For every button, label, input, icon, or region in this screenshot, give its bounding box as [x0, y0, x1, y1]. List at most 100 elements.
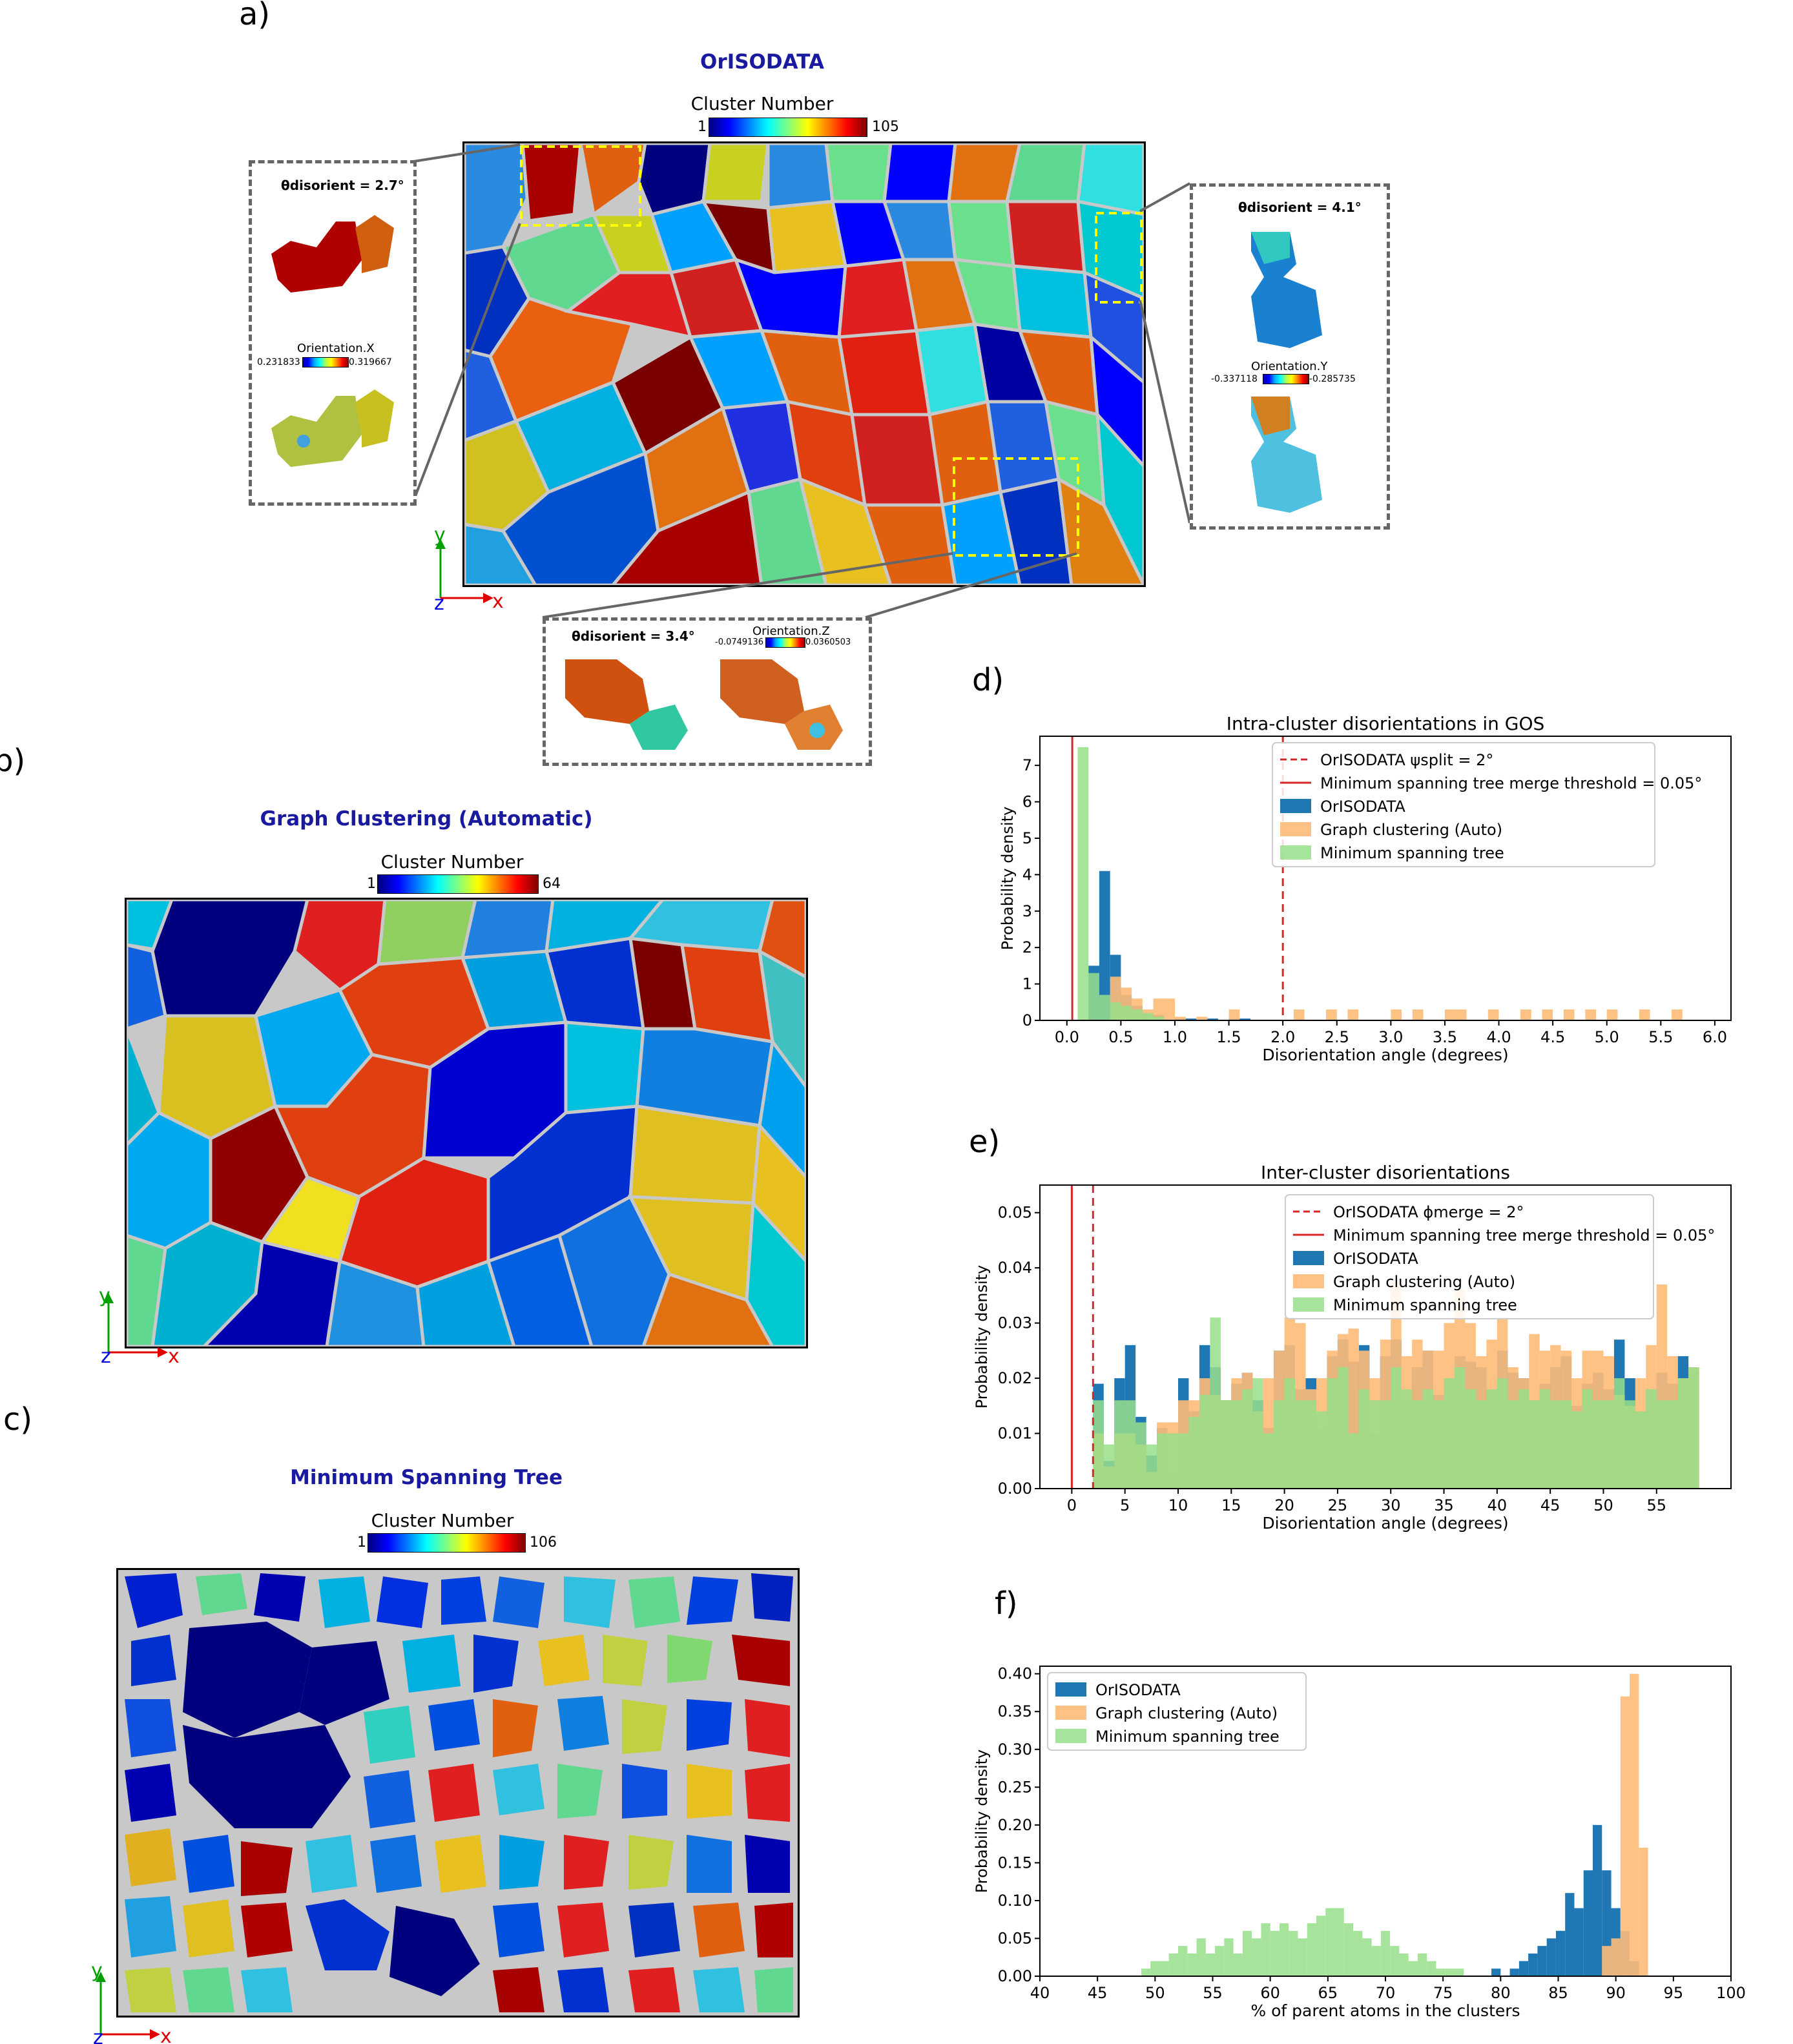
inset-bottom-orientation-map — [720, 659, 843, 750]
inset-left-theta: θdisorient = 2.7° — [281, 178, 404, 193]
bar-minimum-spanning-tree — [1135, 1422, 1146, 1489]
y-tick-label: 1 — [1022, 975, 1032, 993]
bar-minimum-spanning-tree — [1241, 1389, 1253, 1489]
bar-minimum-spanning-tree — [1088, 973, 1099, 1020]
legend-label: OrISODATA — [1095, 1681, 1181, 1699]
bar-minimum-spanning-tree — [1529, 1400, 1540, 1489]
y-axis-label: Probability density — [973, 1265, 991, 1409]
bar-orisodata — [1491, 1968, 1501, 1976]
y-tick-label: 0.04 — [998, 1259, 1032, 1277]
bar-orisodata — [1099, 871, 1110, 1020]
inset-left-colorbar — [302, 357, 349, 367]
bar-minimum-spanning-tree — [1205, 1953, 1216, 1976]
y-tick-label: 2 — [1022, 938, 1032, 956]
x-tick-label: 1.5 — [1216, 1028, 1241, 1046]
legend-patch-swatch — [1280, 845, 1311, 860]
bar-minimum-spanning-tree — [1132, 1009, 1143, 1020]
x-tick-label: 0.0 — [1055, 1028, 1079, 1046]
bar-minimum-spanning-tree — [1436, 1968, 1446, 1976]
inset-right-theta: θdisorient = 4.1° — [1238, 200, 1362, 215]
bar-graph-clustering-auto- — [1639, 1847, 1648, 1976]
bar-minimum-spanning-tree — [1399, 1953, 1409, 1976]
bar-minimum-spanning-tree — [1380, 1930, 1391, 1976]
bar-graph-clustering-auto- — [1602, 1946, 1612, 1976]
x-tick-label: 20 — [1274, 1496, 1294, 1514]
legend-label: Graph clustering (Auto) — [1320, 821, 1502, 839]
bar-minimum-spanning-tree — [1103, 1444, 1115, 1489]
bar-minimum-spanning-tree — [1099, 995, 1110, 1020]
bar-minimum-spanning-tree — [1187, 1953, 1197, 1976]
bar-minimum-spanning-tree — [1316, 1411, 1327, 1489]
bar-graph-clustering-auto- — [1455, 1009, 1467, 1020]
bar-minimum-spanning-tree — [1508, 1400, 1518, 1489]
bar-minimum-spanning-tree — [1371, 1946, 1381, 1976]
legend-label: Graph clustering (Auto) — [1333, 1273, 1515, 1291]
bar-minimum-spanning-tree — [1196, 1938, 1206, 1976]
x-tick-label: 95 — [1664, 1984, 1684, 2002]
bar-minimum-spanning-tree — [1656, 1400, 1668, 1489]
bar-minimum-spanning-tree — [1231, 1400, 1242, 1489]
bar-minimum-spanning-tree — [1337, 1367, 1349, 1489]
legend-label: OrISODATA — [1333, 1250, 1418, 1268]
bar-graph-clustering-auto- — [1672, 1009, 1683, 1020]
bar-minimum-spanning-tree — [1284, 1378, 1296, 1489]
legend-patch-swatch — [1055, 1729, 1086, 1743]
axes-triad-b: y z x — [99, 1285, 180, 1365]
x-tick-label: 30 — [1381, 1496, 1401, 1514]
triad-c-x: x — [160, 2025, 172, 2044]
bar-minimum-spanning-tree — [1417, 1953, 1427, 1976]
inset-right-orient-label: Orientation.Y — [1251, 360, 1328, 373]
chart-parent-atoms: 40 45 50 55 60 65 70 75 80 85 90 95 100 0.00 0.05 0.10 0… — [973, 1665, 1746, 2020]
y-tick-label: 3 — [1022, 902, 1032, 920]
panel-b-colorbar-min: 1 — [367, 876, 376, 892]
bar-minimum-spanning-tree — [1380, 1400, 1391, 1489]
bar-minimum-spanning-tree — [1353, 1930, 1363, 1976]
x-tick-label: 2.0 — [1270, 1028, 1295, 1046]
bar-minimum-spanning-tree — [1390, 1946, 1400, 1976]
bar-minimum-spanning-tree — [1550, 1400, 1561, 1489]
inset-bottom-colorbar — [765, 637, 805, 648]
x-tick-label: 35 — [1434, 1496, 1454, 1514]
bar-minimum-spanning-tree — [1582, 1389, 1593, 1489]
legend-box — [1047, 1672, 1307, 1751]
inset-left-grain-pair — [271, 215, 394, 293]
legend-label: OrISODATA ϕmerge = 2° — [1333, 1203, 1524, 1221]
bar-orisodata — [1528, 1953, 1538, 1976]
x-tick-label: 55 — [1203, 1984, 1223, 2002]
panel-c-colorbar-title: Cluster Number — [371, 1510, 514, 1531]
bar-graph-clustering-auto- — [1153, 998, 1165, 1020]
y-tick-label: 0.15 — [998, 1853, 1032, 1872]
y-axis-label: Probability density — [999, 807, 1017, 951]
bar-graph-clustering-auto- — [1412, 1009, 1424, 1020]
bar-minimum-spanning-tree — [1289, 1930, 1298, 1976]
bar-minimum-spanning-tree — [1334, 1908, 1344, 1976]
chart-inter-cluster: 0 5 10 15 20 25 30 35 40 45 50 55 0.00 0.01 0.02 0.03 0.… — [973, 1162, 1732, 1533]
bar-minimum-spanning-tree — [1560, 1400, 1572, 1489]
bar-graph-clustering-auto- — [1293, 1009, 1305, 1020]
x-tick-label: 3.5 — [1433, 1028, 1457, 1046]
bar-minimum-spanning-tree — [1603, 1400, 1614, 1489]
legend-label: Minimum spanning tree merge threshold = … — [1320, 774, 1702, 792]
bar-minimum-spanning-tree — [1688, 1367, 1699, 1489]
y-tick-label: 0.02 — [998, 1369, 1032, 1387]
bar-graph-clustering-auto- — [1196, 1017, 1208, 1020]
bar-minimum-spanning-tree — [1157, 1433, 1168, 1489]
inset-bottom-orient-label: Orientation.Z — [752, 625, 830, 638]
bar-minimum-spanning-tree — [1475, 1400, 1487, 1489]
bar-minimum-spanning-tree — [1274, 1400, 1285, 1489]
bar-minimum-spanning-tree — [1168, 1953, 1178, 1976]
bar-graph-clustering-auto- — [1444, 1009, 1456, 1020]
x-axis-label: Disorientation angle (degrees) — [1262, 1514, 1508, 1533]
bar-minimum-spanning-tree — [1298, 1938, 1307, 1976]
inset-bottom-grain-pair — [565, 659, 688, 750]
bar-minimum-spanning-tree — [1093, 1400, 1104, 1489]
y-tick-label: 0.35 — [998, 1702, 1032, 1720]
bar-orisodata — [1509, 1968, 1519, 1976]
y-tick-label: 0.00 — [998, 1967, 1032, 1985]
bar-graph-clustering-auto- — [1606, 1009, 1618, 1020]
y-axis-label: Probability density — [973, 1750, 991, 1894]
bar-minimum-spanning-tree — [1422, 1389, 1434, 1489]
inset-bottom: θdisorient = 3.4° Orientation.Z -0.07491… — [543, 617, 872, 766]
bar-orisodata — [1518, 1961, 1529, 1976]
bar-orisodata — [1574, 1908, 1584, 1976]
